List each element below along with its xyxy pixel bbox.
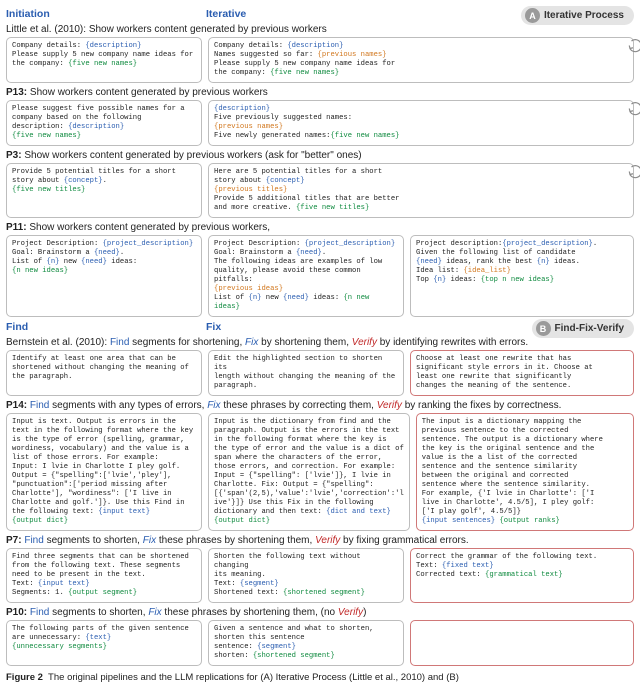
row: Provide 5 potential titles for a short s… (6, 163, 634, 218)
badge-b: B Find-Fix-Verify (532, 319, 634, 338)
fix-box: Input is the dictionary from find and th… (208, 413, 410, 531)
find-box: Find three segments that can be shortene… (6, 548, 202, 603)
section-b: Find Fix Verify B Find-Fix-Verify Bernst… (6, 321, 634, 666)
initiation-box: Company details: {description} Please su… (6, 37, 202, 83)
badge-a-letter: A (525, 8, 540, 23)
fix-box: Shorten the following text without chang… (208, 548, 404, 603)
row: Identify at least one area that can be s… (6, 350, 634, 396)
fix-box: Edit the highlighted section to shorten … (208, 350, 404, 396)
row: Company details: {description} Please su… (6, 37, 634, 83)
row: Please suggest five possible names for a… (6, 100, 634, 146)
rank-box: Project description:{project_description… (410, 235, 634, 317)
badge-b-label: Find-Fix-Verify (555, 323, 624, 334)
row-title: Little et al. (2010): Show workers conte… (6, 24, 634, 35)
col-initiation: Initiation (6, 8, 206, 20)
badge-b-letter: B (536, 321, 551, 336)
iterative-box: Project Description: {project_descriptio… (208, 235, 404, 317)
iterative-box: {description} Five previously suggested … (208, 100, 634, 146)
figure-caption: Figure 2 The original pipelines and the … (6, 672, 634, 683)
col-find: Find (6, 321, 206, 333)
row-title: P13: Show workers content generated by p… (6, 87, 634, 98)
iterative-box: Here are 5 potential titles for a short … (208, 163, 634, 218)
col-fix: Fix (206, 321, 406, 333)
row-title: P3: Show workers content generated by pr… (6, 150, 634, 161)
verify-box: Correct the grammar of the following tex… (410, 548, 634, 603)
badge-a-label: Iterative Process (544, 10, 624, 21)
initiation-box: Provide 5 potential titles for a short s… (6, 163, 202, 218)
row-title: P7: Find segments to shorten, Fix these … (6, 535, 634, 546)
section-a: Initiation Iterative A Iterative Process… (6, 8, 634, 317)
find-box: Input is text. Output is errors in the t… (6, 413, 202, 531)
row: Input is text. Output is errors in the t… (6, 413, 634, 531)
fix-box: Given a sentence and what to shorten, sh… (208, 620, 404, 666)
section-a-header: Initiation Iterative A Iterative Process (6, 8, 634, 20)
row-title: Bernstein et al. (2010): Find segments f… (6, 337, 634, 348)
find-box: The following parts of the given sentenc… (6, 620, 202, 666)
verify-box: The input is a dictionary mapping the pr… (416, 413, 634, 531)
col-iterative: Iterative (206, 8, 406, 20)
row-title: P11: Show workers content generated by p… (6, 222, 634, 233)
row-title: P14: Find segments with any types of err… (6, 400, 634, 411)
initiation-box: Project Description: {project_descriptio… (6, 235, 202, 317)
find-box: Identify at least one area that can be s… (6, 350, 202, 396)
row: Project Description: {project_descriptio… (6, 235, 634, 317)
row: Find three segments that can be shortene… (6, 548, 634, 603)
section-b-header: Find Fix Verify B Find-Fix-Verify (6, 321, 634, 333)
iterative-box: Company details: {description} Names sug… (208, 37, 634, 83)
row: The following parts of the given sentenc… (6, 620, 634, 666)
verify-box (410, 620, 634, 666)
badge-a: A Iterative Process (521, 6, 634, 25)
initiation-box: Please suggest five possible names for a… (6, 100, 202, 146)
row-title: P10: Find segments to shorten, Fix these… (6, 607, 634, 618)
verify-box: Choose at least one rewrite that has sig… (410, 350, 634, 396)
